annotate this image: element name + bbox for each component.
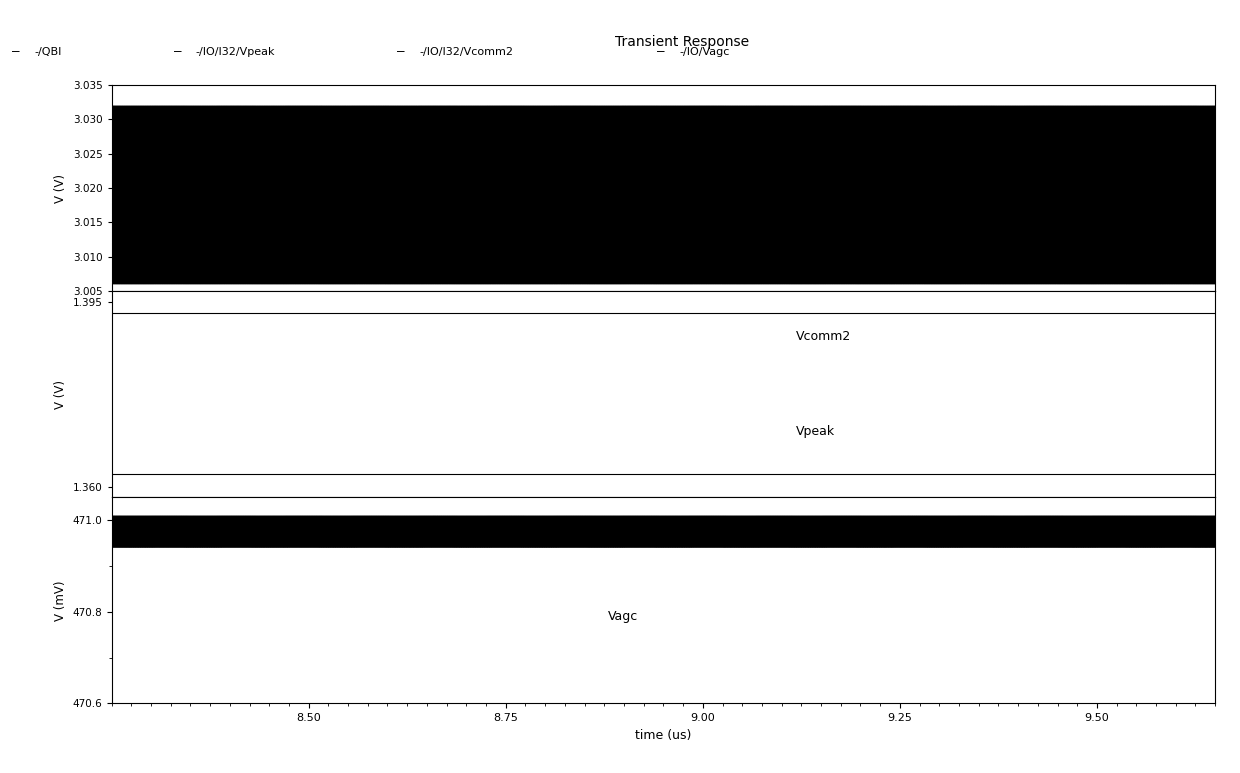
Text: -/QBI: -/QBI [35,47,62,56]
Text: Vpeak: Vpeak [796,425,835,438]
Text: -/IO/I32/Vpeak: -/IO/I32/Vpeak [196,47,275,56]
Text: -/IO/I32/Vcomm2: -/IO/I32/Vcomm2 [419,47,513,56]
Text: Transient Response: Transient Response [615,35,749,49]
Y-axis label: V (V): V (V) [55,174,67,203]
Text: –: – [657,46,665,58]
Text: –: – [174,46,181,58]
Text: -/IO/Vagc: -/IO/Vagc [680,47,730,56]
Y-axis label: V (V): V (V) [55,380,67,409]
Text: Vagc: Vagc [609,611,639,623]
Text: –: – [12,46,20,58]
Text: Vcomm2: Vcomm2 [796,330,851,343]
X-axis label: time (us): time (us) [635,729,692,742]
Text: –: – [397,46,404,58]
Y-axis label: V (mV): V (mV) [53,580,67,621]
